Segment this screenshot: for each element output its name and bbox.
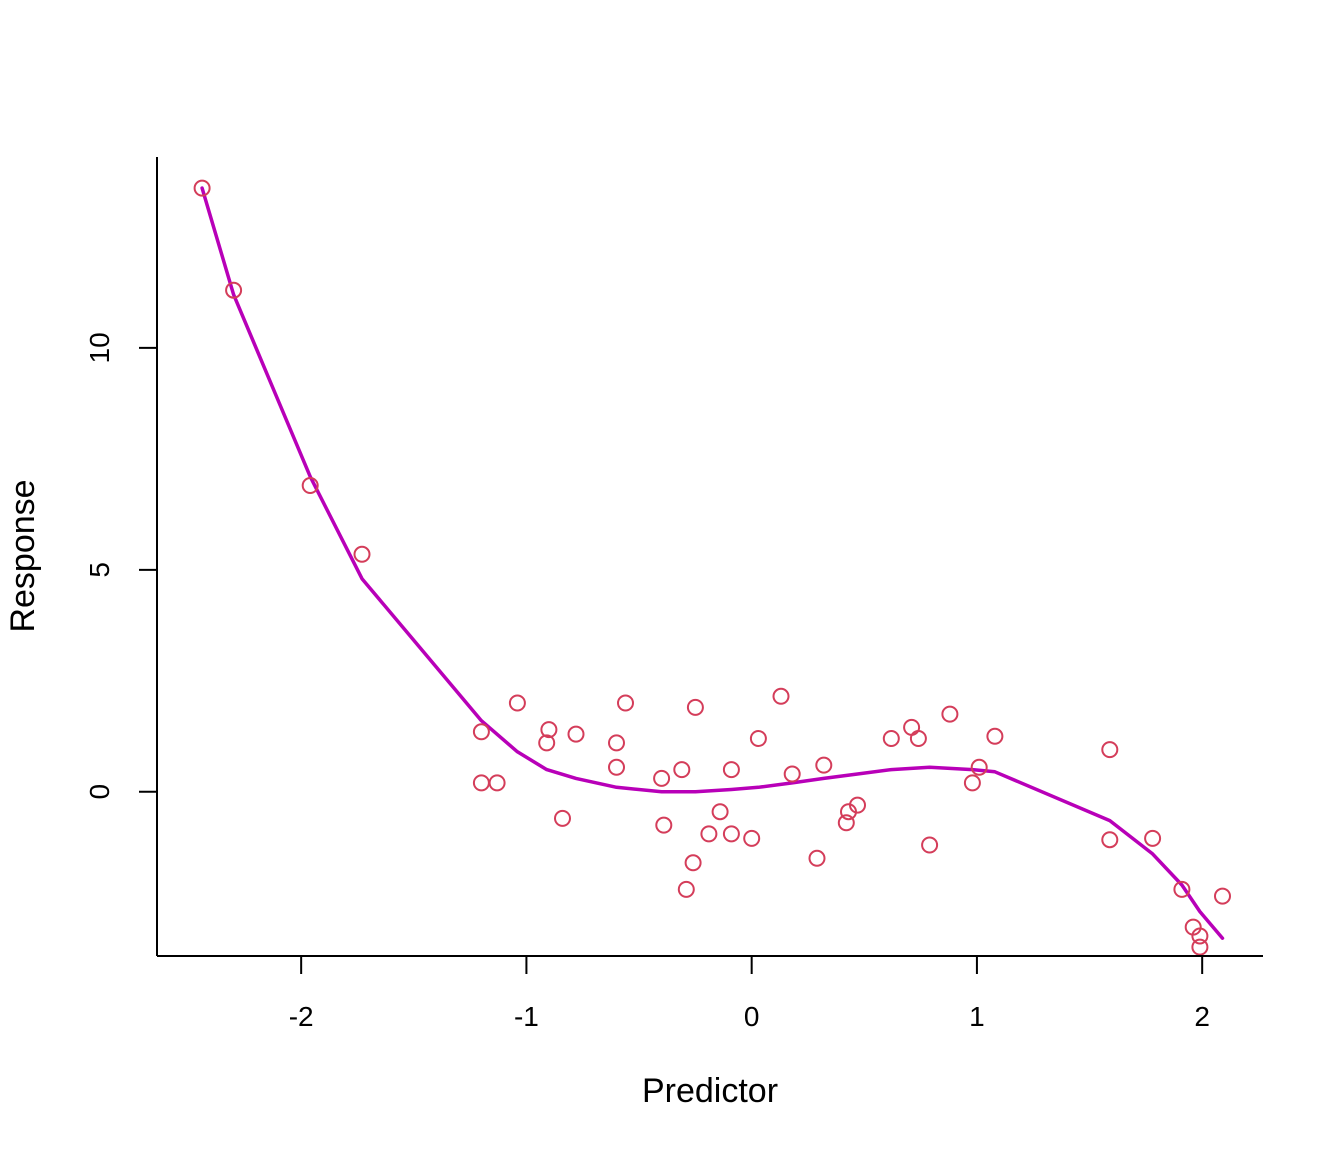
x-tick-label: 2	[1194, 1001, 1210, 1032]
fit-line	[200, 186, 1225, 940]
x-tick-label: 1	[969, 1001, 985, 1032]
data-point	[653, 769, 671, 787]
data-point	[1214, 887, 1231, 905]
data-point	[554, 809, 571, 827]
data-point	[722, 761, 740, 779]
data-point	[808, 849, 826, 867]
data-point	[684, 854, 702, 872]
x-tick-label: 0	[744, 1001, 760, 1032]
y-axis-label: Response	[4, 479, 42, 632]
data-point	[941, 705, 959, 723]
y-tick-label: 5	[84, 562, 115, 578]
data-point	[1191, 927, 1209, 945]
y-tick-label: 10	[84, 332, 115, 363]
data-point	[1101, 741, 1119, 759]
data-point	[903, 718, 921, 736]
data-point	[749, 730, 767, 747]
data-point	[508, 694, 526, 712]
data-point	[472, 774, 490, 792]
data-point	[1191, 938, 1209, 956]
data-point	[301, 477, 319, 494]
x-tick-label: -1	[514, 1001, 539, 1032]
data-point	[986, 727, 1004, 745]
data-point	[608, 734, 625, 752]
x-tick-label: -2	[289, 1001, 314, 1032]
data-point	[677, 880, 695, 898]
data-point	[722, 825, 740, 843]
data-point	[617, 694, 634, 712]
data-point	[567, 725, 585, 743]
data-point	[1173, 880, 1191, 898]
data-point	[970, 758, 988, 776]
data-point	[353, 545, 371, 563]
data-point	[711, 803, 729, 821]
data-point	[743, 829, 761, 847]
data-point	[700, 825, 718, 843]
points-layer	[193, 179, 1231, 956]
data-point	[538, 734, 556, 752]
data-point	[963, 774, 981, 792]
data-point	[488, 774, 506, 792]
data-point	[193, 179, 211, 197]
data-point	[472, 723, 490, 741]
x-axis-label: Predictor	[642, 1072, 778, 1110]
y-tick-label: 0	[84, 784, 115, 800]
data-point	[608, 758, 625, 776]
data-point	[882, 730, 900, 747]
data-point	[1144, 829, 1162, 847]
data-point	[815, 756, 833, 774]
data-point	[686, 698, 704, 716]
data-point	[837, 814, 855, 832]
data-point	[909, 730, 927, 747]
data-point	[673, 761, 691, 779]
data-point	[849, 796, 866, 814]
fit-line-layer	[200, 186, 1225, 940]
data-point	[225, 281, 243, 299]
axes: -2 -1 0 1 2 0 5 10	[84, 157, 1263, 1032]
data-point	[655, 816, 673, 834]
data-point	[540, 721, 558, 739]
data-point	[921, 836, 939, 854]
plot-area	[193, 179, 1231, 956]
data-point	[1101, 831, 1119, 849]
data-point	[772, 687, 790, 705]
data-point	[783, 765, 801, 783]
